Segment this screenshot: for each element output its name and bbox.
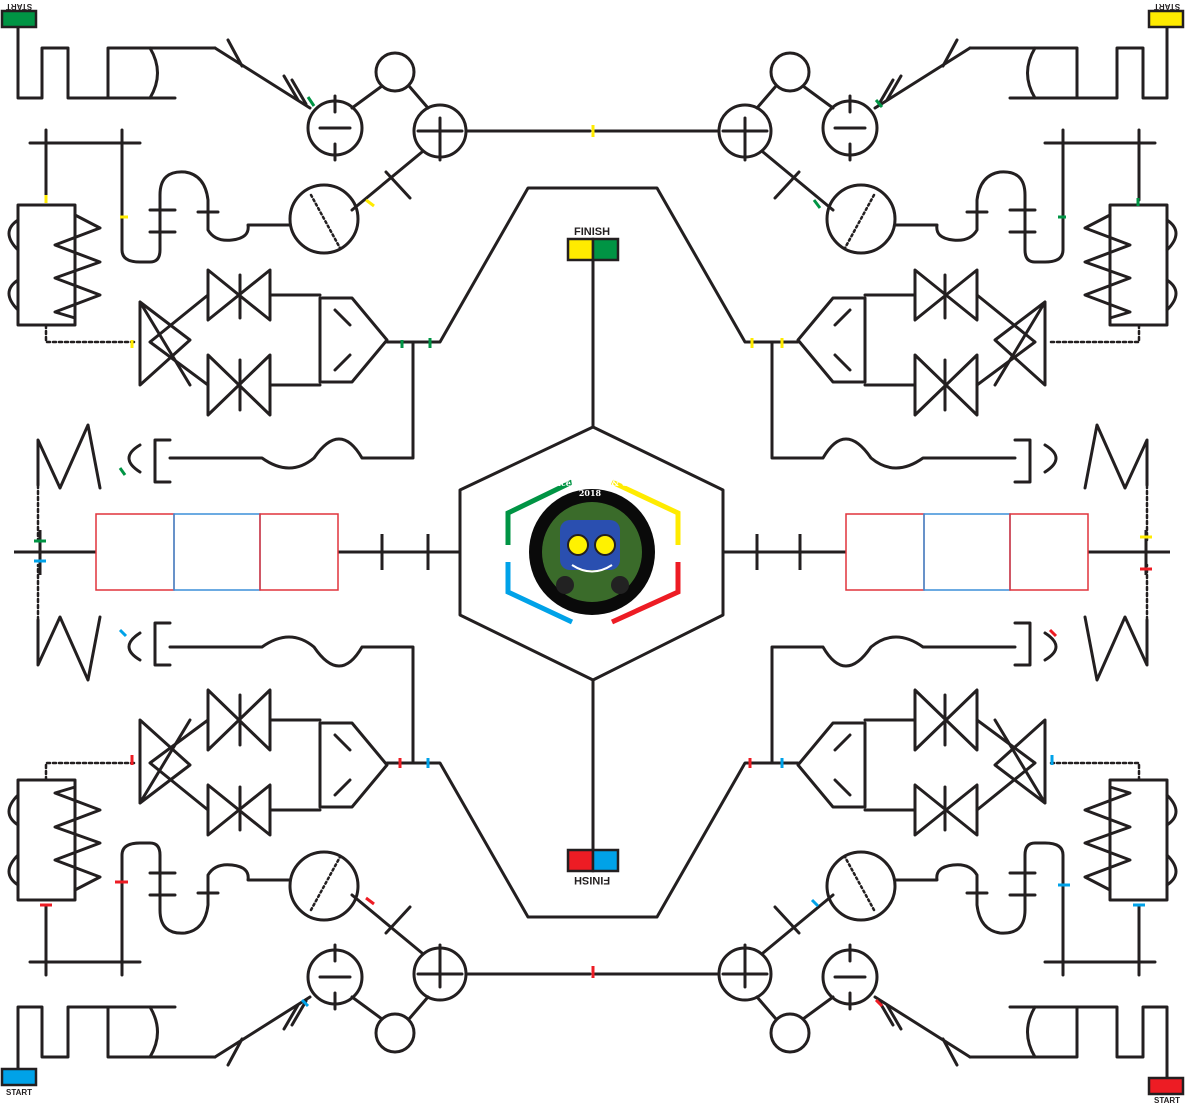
start-label-bottom-right: START — [1154, 1096, 1181, 1105]
contest-logo-icon — [529, 489, 655, 615]
zone-right-3 — [1009, 513, 1089, 591]
zone-left-3 — [259, 513, 339, 591]
finish-label-top: FINISH — [574, 226, 611, 238]
finish-box-top — [566, 237, 620, 262]
start-box-red — [1147, 1076, 1185, 1096]
start-label-bottom-left: START — [6, 1088, 33, 1097]
track-quadrant-top-right — [528, 26, 1178, 542]
finish-label-bottom: FINISH — [574, 874, 611, 886]
finish-box-bottom — [566, 848, 620, 873]
start-box-yellow — [1147, 9, 1185, 29]
zone-left-2 — [173, 513, 261, 591]
zone-right-1 — [845, 513, 925, 591]
track-quadrant-bottom-right — [528, 563, 1178, 1079]
start-box-blue — [0, 1067, 38, 1087]
zone-left-1 — [95, 513, 175, 591]
track-quadrant-top-left — [7, 26, 657, 542]
start-label-top-left: START — [6, 2, 33, 11]
start-box-green — [0, 9, 38, 29]
zone-right-2 — [923, 513, 1011, 591]
start-label-top-right: START — [1154, 2, 1181, 11]
logo-title: Line Tracer Design & Contest 2018 — [523, 478, 657, 498]
track-quadrant-bottom-left — [7, 563, 657, 1079]
